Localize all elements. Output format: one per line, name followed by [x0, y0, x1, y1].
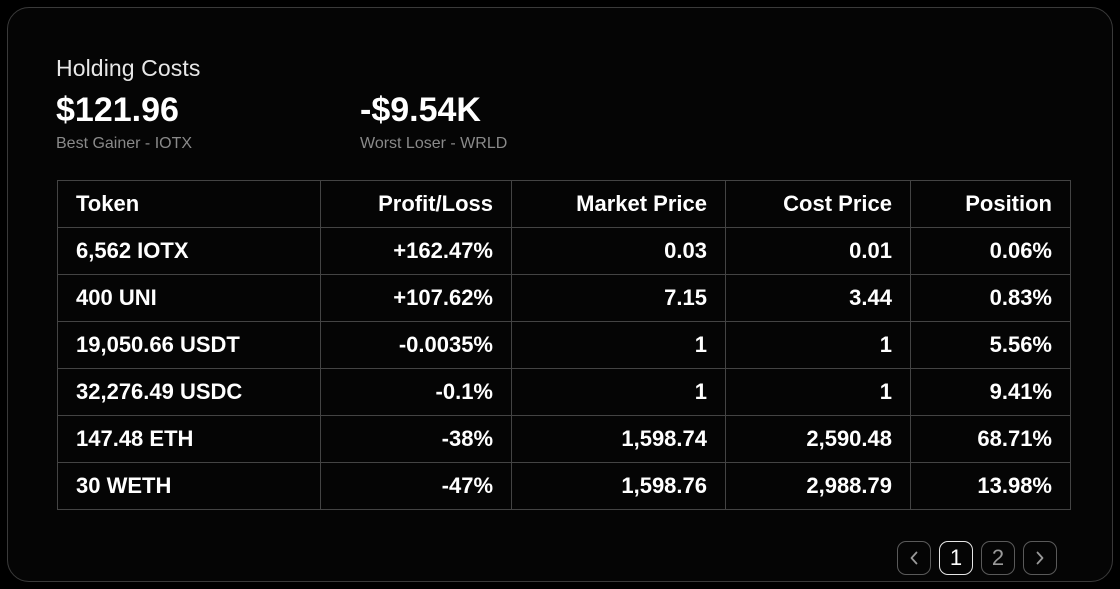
page-button-2[interactable]: 2 [981, 541, 1015, 575]
table-row: 19,050.66 USDT -0.0035% 1 1 5.56% [57, 321, 1071, 369]
position-cell: 0.06% [910, 227, 1071, 275]
market-price-cell: 0.03 [511, 227, 726, 275]
position-cell: 0.83% [910, 274, 1071, 322]
token-cell: 6,562 IOTX [57, 227, 321, 275]
column-header-position: Position [910, 180, 1071, 228]
profit-loss-cell: +162.47% [320, 227, 512, 275]
cost-price-cell: 1 [725, 321, 911, 369]
pagination: 1 2 [897, 541, 1057, 575]
table-row: 400 UNI +107.62% 7.15 3.44 0.83% [57, 274, 1071, 322]
position-cell: 9.41% [910, 368, 1071, 416]
table-row: 147.48 ETH -38% 1,598.74 2,590.48 68.71% [57, 415, 1071, 463]
column-header-profit-loss: Profit/Loss [320, 180, 512, 228]
worst-loser-stat: -$9.54K Worst Loser - WRLD [360, 90, 507, 153]
next-page-button[interactable] [1023, 541, 1057, 575]
token-cell: 32,276.49 USDC [57, 368, 321, 416]
position-cell: 68.71% [910, 415, 1071, 463]
position-cell: 13.98% [910, 462, 1071, 510]
cost-price-cell: 1 [725, 368, 911, 416]
column-header-market-price: Market Price [511, 180, 726, 228]
cost-price-cell: 0.01 [725, 227, 911, 275]
cost-price-cell: 3.44 [725, 274, 911, 322]
market-price-cell: 1,598.74 [511, 415, 726, 463]
profit-loss-cell: -47% [320, 462, 512, 510]
table-header-row: Token Profit/Loss Market Price Cost Pric… [57, 180, 1071, 228]
table-row: 32,276.49 USDC -0.1% 1 1 9.41% [57, 368, 1071, 416]
chevron-left-icon [910, 551, 918, 565]
market-price-cell: 1 [511, 368, 726, 416]
token-cell: 147.48 ETH [57, 415, 321, 463]
market-price-cell: 7.15 [511, 274, 726, 322]
token-cell: 19,050.66 USDT [57, 321, 321, 369]
best-gainer-label: Best Gainer - IOTX [56, 135, 193, 152]
chevron-right-icon [1036, 551, 1044, 565]
profit-loss-cell: -0.0035% [320, 321, 512, 369]
page-button-1[interactable]: 1 [939, 541, 973, 575]
holding-costs-card: Holding Costs $121.96 Best Gainer - IOTX… [7, 7, 1113, 582]
column-header-cost-price: Cost Price [725, 180, 911, 228]
position-cell: 5.56% [910, 321, 1071, 369]
worst-loser-label: Worst Loser - WRLD [360, 135, 508, 152]
holdings-table: Token Profit/Loss Market Price Cost Pric… [57, 180, 1071, 510]
cost-price-cell: 2,988.79 [725, 462, 911, 510]
holdings-table-container: Token Profit/Loss Market Price Cost Pric… [57, 180, 1071, 520]
best-gainer-stat: $121.96 Best Gainer - IOTX [56, 90, 192, 153]
column-header-token: Token [57, 180, 321, 228]
cost-price-cell: 2,590.48 [725, 415, 911, 463]
worst-loser-value: -$9.54K [360, 91, 481, 129]
profit-loss-cell: -0.1% [320, 368, 512, 416]
market-price-cell: 1 [511, 321, 726, 369]
table-row: 30 WETH -47% 1,598.76 2,988.79 13.98% [57, 462, 1071, 510]
section-title: Holding Costs [56, 55, 201, 81]
profit-loss-cell: +107.62% [320, 274, 512, 322]
token-cell: 400 UNI [57, 274, 321, 322]
table-row: 6,562 IOTX +162.47% 0.03 0.01 0.06% [57, 227, 1071, 275]
best-gainer-value: $121.96 [56, 91, 179, 129]
token-cell: 30 WETH [57, 462, 321, 510]
prev-page-button[interactable] [897, 541, 931, 575]
profit-loss-cell: -38% [320, 415, 512, 463]
market-price-cell: 1,598.76 [511, 462, 726, 510]
